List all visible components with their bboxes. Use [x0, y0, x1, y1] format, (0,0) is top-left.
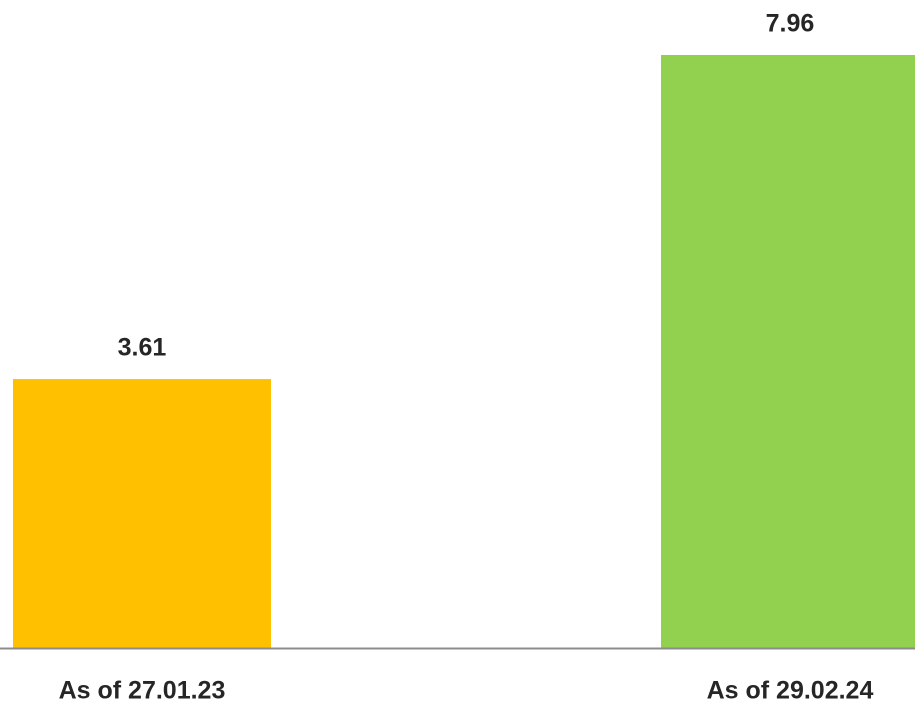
- data-label: 7.96: [766, 10, 815, 38]
- x-tick-label: As of 29.02.24: [707, 677, 874, 705]
- x-tick-label: As of 27.01.23: [59, 677, 226, 705]
- data-label: 3.61: [118, 334, 167, 362]
- bar: [661, 55, 915, 648]
- bar: [13, 379, 271, 648]
